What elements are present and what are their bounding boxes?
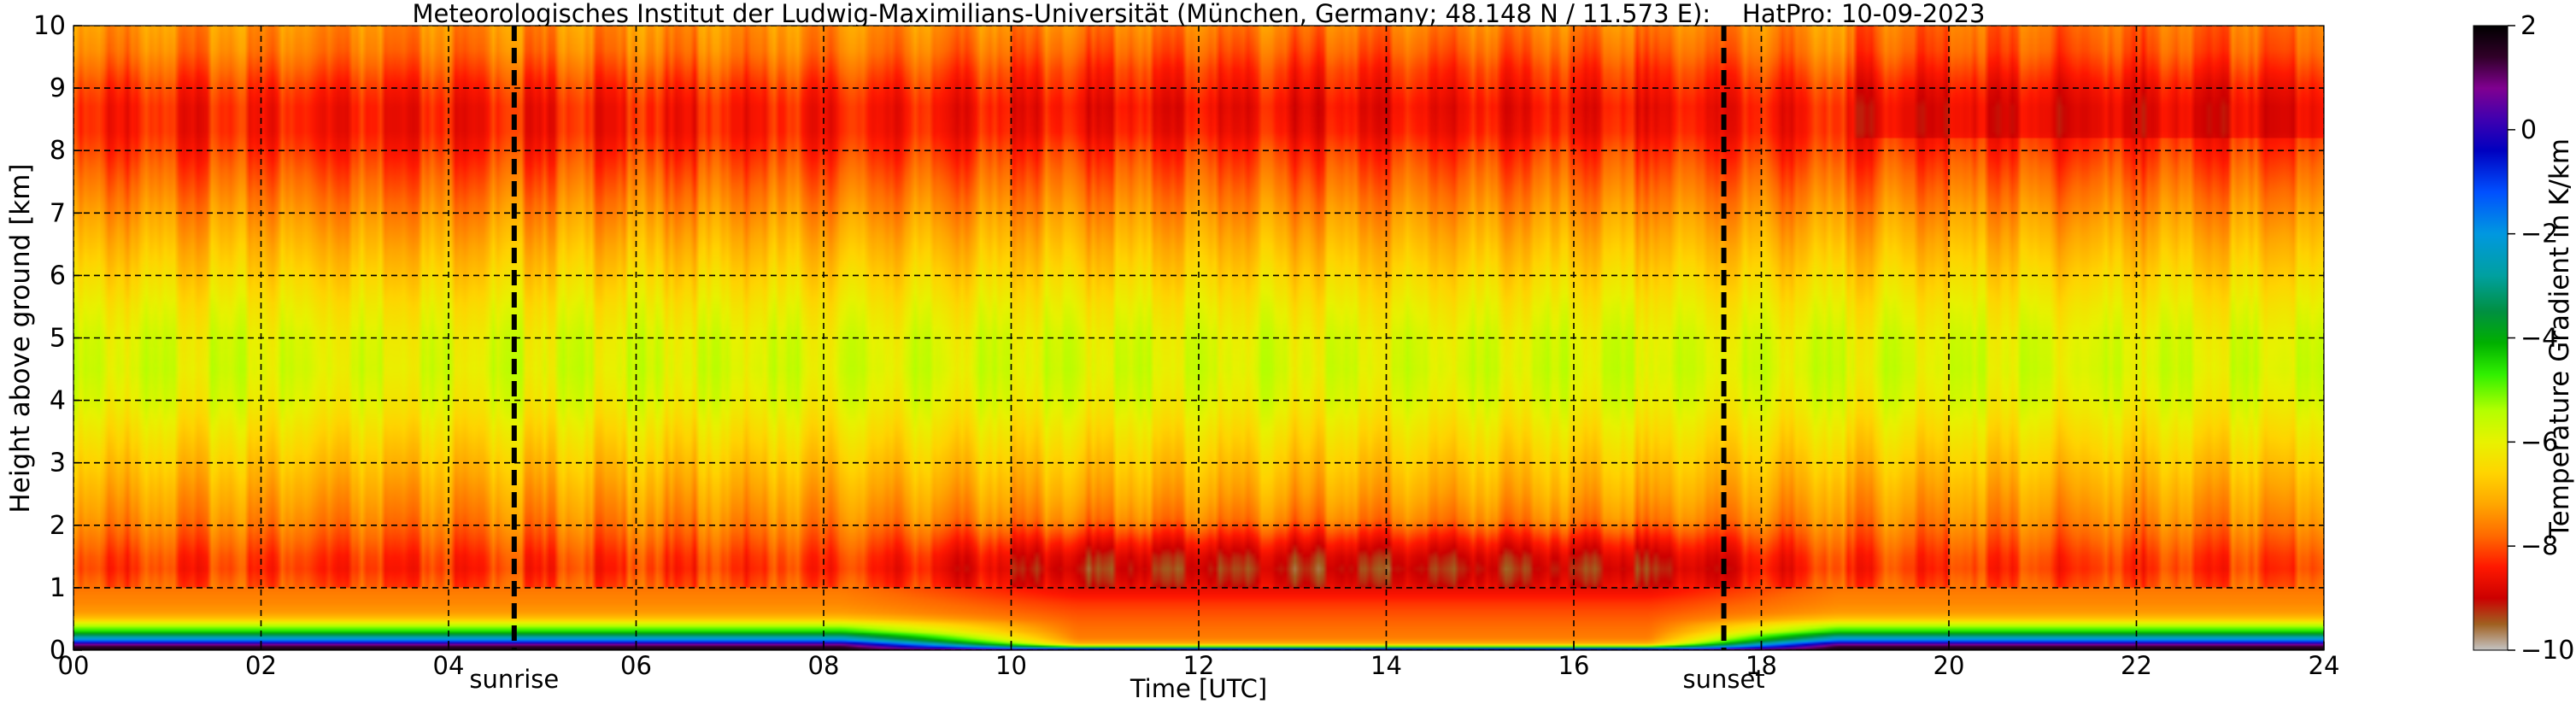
colorbar-tick-label: −10	[2520, 636, 2574, 666]
y-tick-label: 1	[50, 573, 66, 603]
y-tick-label: 5	[50, 324, 66, 354]
x-tick-label: 20	[1933, 651, 1965, 680]
colorbar-tick-label: −8	[2520, 531, 2558, 561]
sunrise-label: sunrise	[469, 665, 559, 694]
y-tick-label: 2	[50, 511, 66, 541]
x-axis: 00 02 04 06 08 10 12 14 16 18 20 22 24	[58, 642, 2340, 680]
colorbar-tick-label: 2	[2520, 11, 2537, 41]
y-tick-label: 7	[50, 198, 66, 228]
y-tick-label: 9	[50, 73, 66, 103]
y-tick-label: 0	[50, 636, 66, 666]
colorbar-ticks: 2 0 −2 −4 −6 −8 −10	[2508, 11, 2574, 666]
x-tick-label: 12	[1183, 651, 1215, 680]
colorbar-tick-label: −2	[2520, 220, 2558, 249]
y-tick-label: 8	[50, 136, 66, 166]
x-tick-label: 18	[1746, 651, 1777, 680]
x-axis-label: Time [UTC]	[1130, 674, 1267, 703]
y-axis: 0 1 2 3 4 5 6 7 8 9 10	[33, 11, 82, 666]
y-tick-label: 3	[50, 449, 66, 478]
x-tick-label: 10	[995, 651, 1027, 680]
chart-title: Meteorologisches Institut der Ludwig-Max…	[412, 0, 1985, 28]
colorbar-label: Temperature Gradient in K/km	[2544, 138, 2575, 539]
grid	[73, 26, 2324, 650]
x-tick-label: 24	[2309, 651, 2340, 680]
x-tick-label: 22	[2121, 651, 2152, 680]
y-tick-label: 6	[50, 261, 66, 290]
y-axis-label: Height above ground [km]	[5, 163, 36, 513]
colorbar-tick-label: −4	[2520, 324, 2558, 354]
x-tick-label: 06	[620, 651, 652, 680]
colorbar-tick-label: 0	[2520, 115, 2537, 145]
colorbar-tick-label: −6	[2520, 427, 2558, 457]
x-tick-label: 00	[58, 651, 90, 680]
colorbar	[2473, 25, 2509, 651]
x-tick-label: 02	[245, 651, 277, 680]
x-tick-label: 14	[1370, 651, 1402, 680]
y-tick-label: 10	[33, 11, 66, 41]
x-tick-label: 04	[433, 651, 465, 680]
x-tick-label: 08	[808, 651, 840, 680]
sunset-label: sunset	[1682, 665, 1764, 694]
x-tick-label: 16	[1558, 651, 1590, 680]
y-tick-label: 4	[50, 386, 66, 416]
event-markers: sunrise sunset	[469, 26, 1765, 694]
